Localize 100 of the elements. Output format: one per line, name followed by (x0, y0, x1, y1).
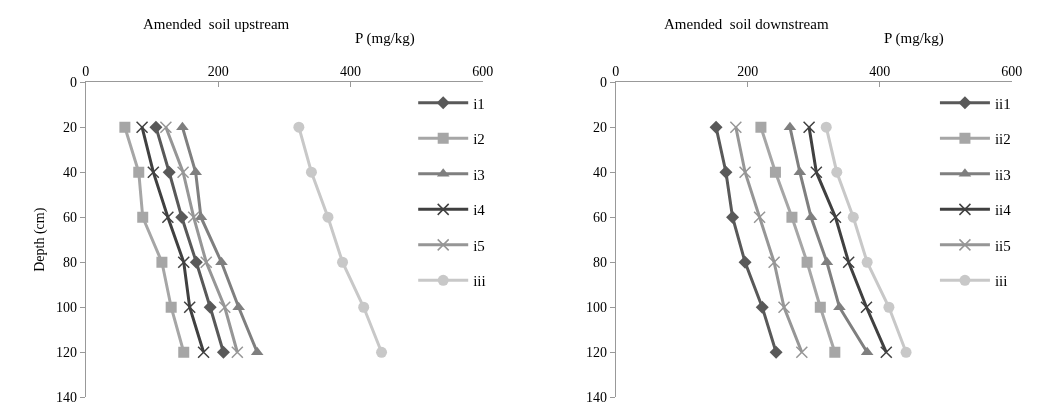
y-tick-label: 100 (585, 300, 607, 316)
point (199, 255, 213, 269)
legend-label: i1 (473, 95, 485, 112)
point (719, 165, 733, 179)
point (820, 121, 832, 133)
y-tick-label: 60 (63, 210, 78, 226)
point (833, 301, 846, 311)
point (293, 121, 305, 133)
point (178, 346, 190, 358)
point (709, 120, 723, 134)
x-tick-label: 200 (207, 63, 229, 79)
point (119, 121, 131, 133)
point (861, 256, 873, 268)
y-tick-label: 0 (70, 75, 78, 91)
point (738, 165, 752, 179)
y-tick-label: 140 (585, 390, 607, 406)
y-tick-label: 100 (56, 300, 78, 316)
legend-label: ii4 (994, 202, 1012, 219)
y-tick-label: 0 (599, 75, 607, 91)
point (165, 301, 177, 313)
point (729, 120, 743, 134)
legend-label: ii2 (994, 131, 1011, 148)
x-tick-label: 0 (82, 63, 90, 79)
x-tick-label: 400 (869, 63, 891, 79)
point (860, 301, 873, 314)
point (829, 346, 841, 358)
point (232, 301, 246, 311)
point (161, 210, 175, 224)
point (322, 211, 334, 223)
x-axis-title: P (mg/kg) (355, 30, 415, 47)
point (376, 346, 388, 358)
point (175, 210, 189, 224)
y-tick-label: 40 (63, 165, 78, 181)
y-tick-label: 80 (592, 255, 607, 271)
point (755, 300, 769, 314)
point (162, 165, 176, 179)
point (831, 166, 843, 178)
legend-label: iii (473, 273, 486, 290)
legend-label: ii3 (994, 166, 1011, 183)
y-tick-label: 120 (585, 345, 607, 361)
point (847, 211, 859, 223)
point (769, 166, 781, 178)
chart-title: Amended soil upstream (143, 16, 290, 32)
y-tick-label: 20 (63, 120, 78, 136)
x-tick-label: 600 (472, 63, 494, 79)
point (883, 301, 895, 313)
point (156, 256, 168, 268)
x-tick-label: 600 (1001, 63, 1023, 79)
point (177, 255, 190, 269)
point (860, 346, 874, 356)
point (802, 120, 816, 134)
point (159, 120, 173, 134)
point (305, 166, 317, 178)
point (203, 300, 217, 314)
y-tick-label: 40 (592, 165, 607, 181)
x-tick-label: 400 (339, 63, 361, 79)
point (337, 256, 349, 268)
point (753, 210, 766, 224)
point (218, 301, 232, 314)
point (795, 346, 809, 359)
point (183, 301, 196, 314)
point (133, 166, 145, 178)
point (197, 346, 210, 359)
point (187, 210, 200, 224)
point (814, 301, 826, 313)
y-tick-label: 20 (592, 120, 607, 136)
point (738, 255, 752, 269)
legend-label: i3 (473, 166, 485, 183)
point (189, 255, 203, 269)
y-axis-title: Depth (cm) (31, 207, 48, 272)
y-tick-label: 80 (63, 255, 78, 271)
x-axis-title: P (mg/kg) (884, 30, 944, 47)
point (880, 346, 893, 359)
point (147, 165, 160, 179)
legend-label: i5 (473, 237, 485, 254)
point (842, 255, 855, 269)
point (769, 345, 783, 359)
point (149, 120, 163, 134)
y-tick-label: 120 (56, 345, 78, 361)
legend-label: i2 (473, 131, 485, 148)
point (786, 211, 798, 223)
point (801, 256, 813, 268)
point (358, 301, 370, 313)
point (726, 210, 740, 224)
legend-label: iii (994, 273, 1008, 290)
point (216, 345, 230, 359)
point (135, 120, 149, 134)
legend-label: ii1 (994, 95, 1011, 112)
point (829, 210, 842, 224)
x-tick-label: 200 (737, 63, 759, 79)
point (231, 346, 244, 359)
legend-label: ii5 (994, 237, 1011, 254)
x-tick-label: 0 (612, 63, 620, 79)
y-tick-label: 60 (592, 210, 607, 226)
chart-title: Amended soil downstream (664, 16, 829, 32)
point (250, 346, 264, 356)
point (900, 346, 912, 358)
point (176, 165, 190, 179)
point (755, 121, 767, 133)
y-tick-label: 140 (56, 390, 78, 406)
